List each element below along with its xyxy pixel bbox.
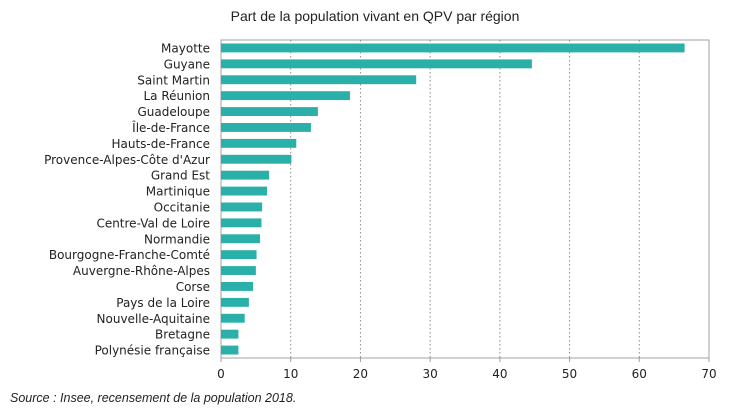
y-tick-label: Île-de-France: [131, 120, 210, 135]
y-tick-label: Bourgogne-Franche-Comté: [49, 248, 210, 262]
x-tick-label: 10: [283, 367, 298, 381]
plot-frame: [220, 39, 710, 359]
y-tick-label: Hauts-de-France: [111, 137, 210, 151]
y-tick-label: Bretagne: [155, 328, 210, 342]
bar: [221, 43, 685, 53]
x-tick-label: 0: [217, 367, 225, 381]
bar: [221, 186, 268, 196]
y-tick-label: Mayotte: [161, 41, 210, 55]
y-tick-label: Nouvelle-Aquitaine: [97, 312, 210, 326]
bar: [221, 59, 532, 69]
x-tick-label: 70: [701, 367, 716, 381]
bar: [221, 170, 270, 180]
bar: [221, 91, 350, 101]
y-tick-label: La Réunion: [143, 89, 210, 103]
bar: [221, 234, 261, 244]
x-tick-label: 60: [632, 367, 647, 381]
y-tick-label: Guadeloupe: [137, 105, 210, 119]
bar: [221, 281, 254, 291]
y-tick-label: Auvergne-Rhône-Alpes: [73, 264, 210, 278]
bar: [221, 138, 297, 148]
chart-title: Part de la population vivant en QPV par …: [230, 8, 520, 24]
bar: [221, 266, 256, 276]
y-tick-label: Centre-Val de Loire: [96, 216, 210, 230]
bar: [221, 107, 318, 117]
y-tick-label: Provence-Alpes-Côte d'Azur: [44, 153, 210, 167]
x-tick-label: 30: [423, 367, 438, 381]
bar: [221, 345, 239, 355]
y-tick-label: Polynésie française: [95, 344, 210, 358]
x-tick-label: 20: [353, 367, 368, 381]
y-tick-label: Occitanie: [154, 200, 210, 214]
bar: [221, 329, 239, 339]
y-tick-label: Normandie: [144, 232, 210, 246]
source-note: Source : Insee, recensement de la popula…: [10, 391, 297, 405]
bar: [221, 202, 263, 212]
bar: [221, 250, 257, 260]
y-tick-label: Guyane: [164, 57, 210, 71]
y-tick-label: Martinique: [146, 185, 210, 199]
y-tick-label: Grand Est: [151, 169, 210, 183]
bar: [221, 154, 292, 164]
bar: [221, 122, 311, 132]
y-tick-label: Pays de la Loire: [116, 296, 210, 310]
y-tick-label: Corse: [176, 280, 210, 294]
x-tick-label: 50: [562, 367, 577, 381]
bar: [221, 297, 249, 307]
x-tick-label: 40: [492, 367, 507, 381]
bar: [221, 313, 245, 323]
bar: [221, 218, 262, 228]
bar: [221, 75, 417, 85]
y-tick-label: Saint Martin: [137, 73, 210, 87]
